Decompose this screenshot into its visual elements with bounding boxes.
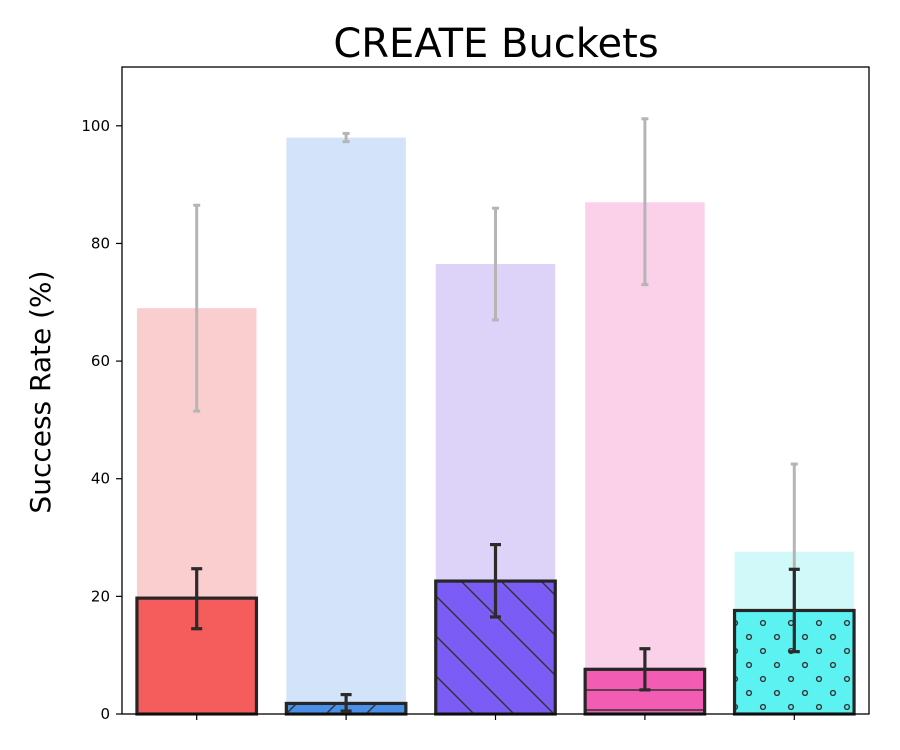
y-tick-label-80: 80 <box>91 234 110 252</box>
dark-error-bar-3 <box>490 543 501 619</box>
light-error-bar-3 <box>492 206 499 322</box>
plot-frame <box>121 66 870 715</box>
chart-title: CREATE Buckets <box>333 21 658 67</box>
light-bar-2 <box>286 137 406 715</box>
dark-error-bar-4 <box>639 647 651 692</box>
y-tick-label-0: 0 <box>100 705 110 723</box>
light-error-bar-2 <box>342 131 350 144</box>
bar-group-4 <box>583 117 707 716</box>
dark-error-bar-2 <box>340 692 352 713</box>
bar-group-5 <box>732 462 856 716</box>
bar-group-2 <box>284 131 408 716</box>
dark-error-bar-5 <box>788 567 800 654</box>
bar-group-1 <box>135 203 259 716</box>
y-tick-label-60: 60 <box>91 352 110 370</box>
y-tick-label-100: 100 <box>81 117 110 135</box>
axes-layer: 0 20 40 60 80 100 <box>81 66 870 723</box>
light-error-bar-4 <box>641 117 649 287</box>
bars-layer <box>135 117 856 716</box>
dark-error-bar-1 <box>191 567 203 631</box>
light-bar-4 <box>585 202 705 715</box>
y-axis-label: Success Rate (%) <box>24 270 57 513</box>
y-tick-label-20: 20 <box>91 587 110 605</box>
y-tick-label-40: 40 <box>91 470 110 488</box>
bar-group-3 <box>434 206 557 716</box>
light-error-bar-1 <box>193 203 201 413</box>
